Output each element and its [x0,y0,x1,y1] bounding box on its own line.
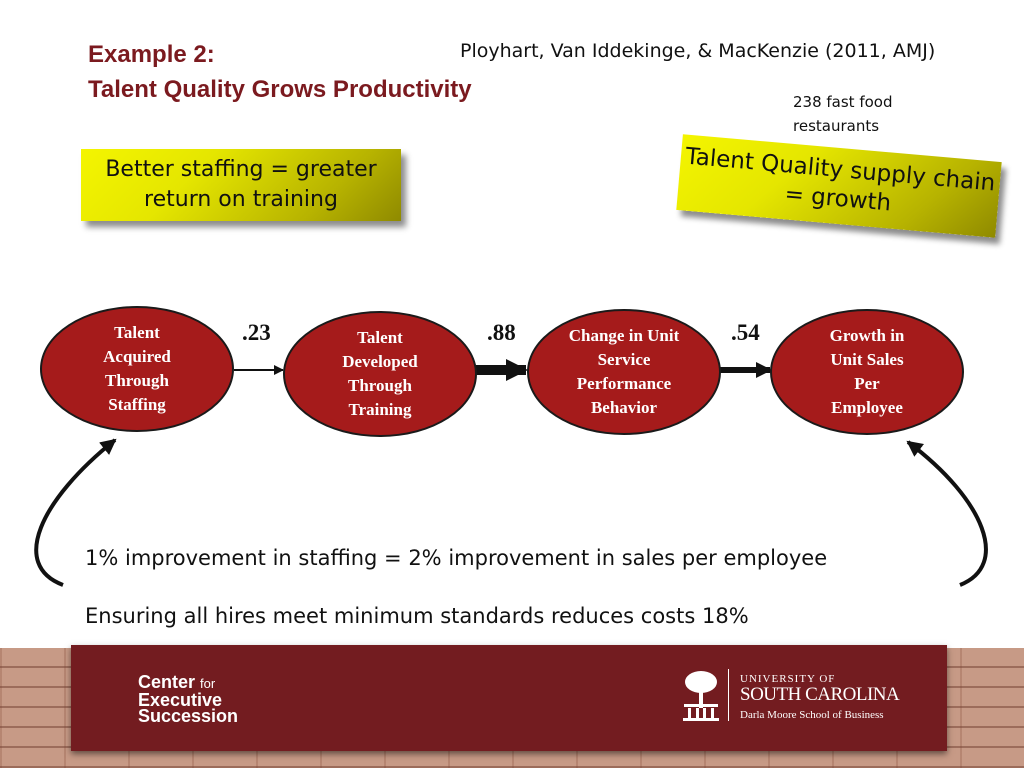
node-talent-developed: Talent Developed Through Training [283,311,477,437]
palmetto-seal-icon [683,671,719,721]
usc-divider [728,669,729,721]
ces-logo: Center for Executive Succession [138,672,239,726]
usc-logo: UNIVERSITY OF SOUTH CAROLINA Darla Moore… [740,673,900,721]
finding-staffing-sales: 1% improvement in staffing = 2% improvem… [85,546,828,570]
feedback-arrow-left [34,438,117,587]
ces-logo-line1: Center [138,672,196,692]
coefficient-service-sales: .54 [731,320,760,345]
usc-logo-school: Darla Moore School of Business [740,709,884,721]
ces-logo-line3: Succession [138,706,239,726]
coefficient-training-service: .88 [487,320,516,345]
footer-banner [71,645,947,751]
finding-minimum-standards: Ensuring all hires meet minimum standard… [85,604,749,628]
slide-title-line1: Example 2: [88,41,215,68]
slide-title-line2: Talent Quality Grows Productivity [88,76,472,103]
node-label: Talent Developed Through Training [342,328,418,419]
node-label: Change in Unit Service Performance Behav… [568,326,680,417]
node-talent-acquired: Talent Acquired Through Staffing [40,306,234,432]
node-sales-growth: Growth in Unit Sales Per Employee [770,309,964,435]
node-label: Talent Acquired Through Staffing [103,323,171,414]
feedback-arrow-right [906,440,988,587]
citation: Ployhart, Van Iddekinge, & MacKenzie (20… [460,40,936,62]
sample-note: 238 fast food restaurants [793,93,893,135]
coefficient-staffing-training: .23 [242,320,271,345]
node-label: Growth in Unit Sales Per Employee [829,326,905,417]
ces-logo-line2: Executive [138,690,223,710]
callout-better-staffing: Better staffing = greater return on trai… [81,149,401,221]
node-service-performance: Change in Unit Service Performance Behav… [527,309,721,435]
usc-logo-name: SOUTH CAROLINA [740,684,900,705]
ces-logo-for: for [200,676,216,691]
usc-logo-university: UNIVERSITY OF [740,673,836,685]
